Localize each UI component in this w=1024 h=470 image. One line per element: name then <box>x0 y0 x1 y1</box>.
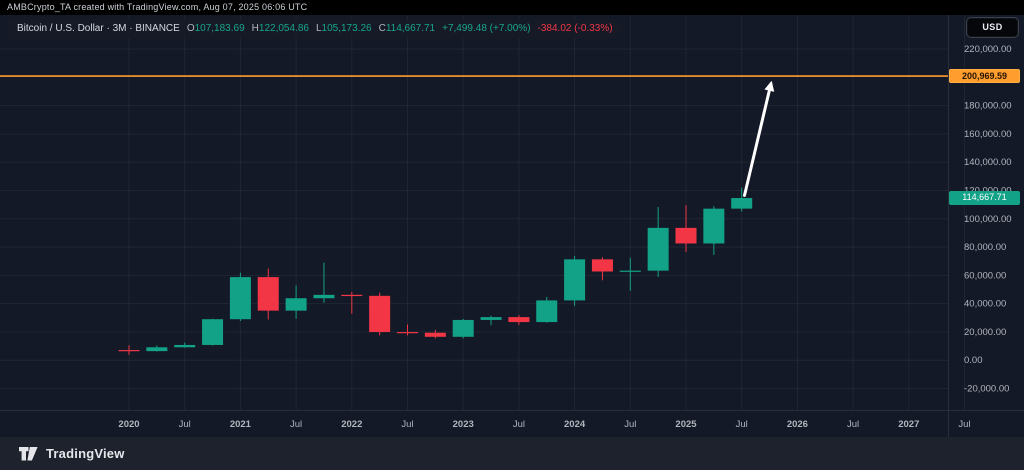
time-tick-label: Jul <box>179 419 191 430</box>
time-tick-label: 2023 <box>453 419 474 430</box>
candle-body <box>118 350 140 352</box>
ohlc-close-key: C <box>378 23 386 34</box>
symbol-legend[interactable]: Bitcoin / U.S. Dollar · 3M · BINANCE O107… <box>8 19 622 38</box>
candle-body <box>313 294 335 299</box>
chart-area: 220,000.00 180,000.00 160,000.00 140,000.00… <box>0 15 1024 437</box>
price-tick-label: 180,000.00 <box>964 101 1012 112</box>
candle-body <box>675 227 697 244</box>
candle-body <box>369 295 391 333</box>
chart-pane[interactable] <box>0 15 948 410</box>
candle-body <box>257 277 279 311</box>
time-tick-label: Jul <box>847 419 859 430</box>
candle-body <box>508 317 530 323</box>
time-tick-label: 2024 <box>564 419 586 430</box>
time-tick-label: 2026 <box>787 419 808 430</box>
snapshot-attribution-text: AMBCrypto_TA created with TradingView.co… <box>7 2 308 12</box>
time-tick-label: 2021 <box>230 419 252 430</box>
ohlc-close-value: 114,667.71 <box>385 23 436 34</box>
price-tick-label: 60,000.00 <box>964 270 1006 281</box>
snapshot-header-bar: AMBCrypto_TA created with TradingView.co… <box>0 0 1024 15</box>
time-tick-label: Jul <box>513 419 525 430</box>
candle-body <box>174 344 196 348</box>
candlestick-chart: 220,000.00 180,000.00 160,000.00 140,000.00… <box>0 15 1024 437</box>
time-tick-label: 2027 <box>898 419 919 430</box>
price-tick-label: 160,000.00 <box>964 129 1012 140</box>
time-axis[interactable] <box>0 410 948 437</box>
ohlc-low-value: 105,173.26 <box>321 23 372 34</box>
ohlc-open-value: 107,183.69 <box>194 23 245 34</box>
candle-body <box>731 198 753 209</box>
price-tick-label: 220,000.00 <box>964 44 1012 55</box>
candle-body <box>146 347 168 352</box>
price-tick-label: 0.00 <box>964 355 983 366</box>
candle-body <box>397 332 418 334</box>
candle-body <box>452 319 474 337</box>
last-price-label: 114,667.71 <box>949 191 1020 206</box>
time-tick-label: Jul <box>958 419 970 430</box>
price-change-secondary: -384.02 (-0.33%) <box>537 23 613 34</box>
candle-body <box>536 300 558 323</box>
time-tick-label: 2020 <box>118 419 139 430</box>
price-tick-label: -20,000.00 <box>964 383 1009 394</box>
price-change: +7,499.48 (+7.00%) <box>442 23 531 34</box>
time-tick-label: 2022 <box>341 419 362 430</box>
candle-body <box>229 277 251 320</box>
candle-body <box>202 319 224 345</box>
ohlc-high-value: 122,054.86 <box>258 23 309 34</box>
ohlc-high-key: H <box>251 23 259 34</box>
price-tick-label: 80,000.00 <box>964 242 1006 253</box>
candle-body <box>703 208 725 244</box>
price-tick-label: 20,000.00 <box>964 327 1006 338</box>
price-tick-label: 120,000.00 <box>964 186 1012 197</box>
ohlc-open-key: O <box>186 23 195 34</box>
price-tick-label: 40,000.00 <box>964 299 1006 310</box>
candle-body <box>619 270 641 272</box>
time-tick-label: Jul <box>736 419 748 430</box>
price-tick-label: 140,000.00 <box>964 157 1012 168</box>
candle-body <box>285 298 307 311</box>
time-tick-label: Jul <box>624 419 636 430</box>
time-tick-label: 2025 <box>675 419 697 430</box>
candle-body <box>591 259 613 272</box>
time-tick-label: Jul <box>401 419 413 430</box>
candle-body <box>647 227 669 271</box>
symbol-title: Bitcoin / U.S. Dollar · 3M · BINANCE <box>17 23 180 34</box>
footer-bar: TradingView <box>0 437 1024 470</box>
price-tick-label: 100,000.00 <box>964 214 1012 225</box>
candle-body <box>564 259 586 301</box>
time-tick-label: Jul <box>290 419 302 430</box>
currency-toggle-button[interactable]: USD <box>966 17 1019 38</box>
candle-body <box>424 332 446 337</box>
arrow-drawing[interactable] <box>742 80 775 197</box>
candle-body <box>480 317 502 320</box>
level-price-label[interactable]: 200,969.59 <box>949 69 1020 84</box>
ohlc-low-key: L <box>315 23 322 34</box>
candle-body <box>341 294 363 297</box>
tradingview-brand-text[interactable]: TradingView <box>46 446 125 461</box>
tradingview-logo-icon[interactable] <box>19 446 38 461</box>
